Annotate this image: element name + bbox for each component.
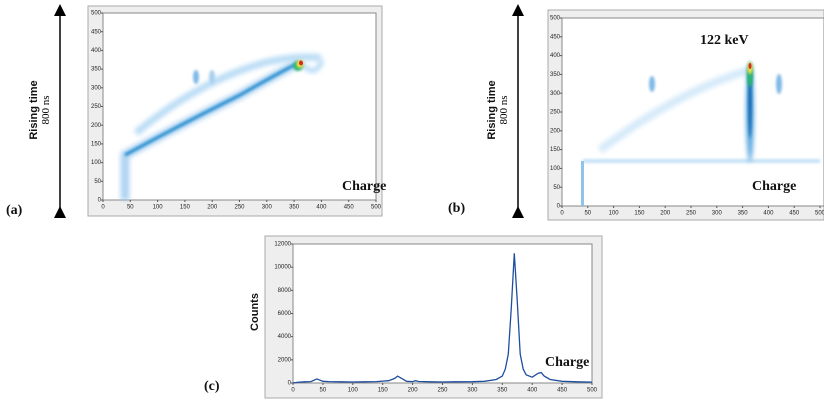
annotation: Charge [545,355,589,370]
x-tick-label: 450 [557,388,568,394]
y-tick-label: 200 [550,128,561,134]
y-tick-label: 350 [550,72,561,78]
x-tick-label: 250 [234,205,245,211]
x-tick-label: 300 [467,388,478,394]
x-tick-label: 300 [712,211,723,217]
y-tick-label: 8000 [278,288,292,294]
x-tick-label: 350 [289,205,300,211]
y-tick-label: 12000 [274,242,291,248]
y-tick-label: 2000 [278,357,292,363]
x-tick-label: 500 [587,388,598,394]
panel-label: (b) [448,201,465,216]
peak-label: 122 keV [700,33,749,48]
plot-area [102,12,377,201]
x-tick-label: 500 [815,211,824,217]
x-tick-label: 250 [437,388,448,394]
annotation: Charge [752,179,796,194]
y-tick-label: 350 [91,67,102,73]
y-tick-label: 100 [550,166,561,172]
x-tick-label: 0 [560,211,564,217]
x-tick-label: 0 [101,205,105,211]
density-pattern [120,53,325,200]
y-tick-label: 6000 [278,311,292,317]
y-tick-label: 4000 [278,334,292,340]
x-tick-label: 200 [207,205,218,211]
y-label: Rising time [486,80,498,139]
y-sublabel: 800 ns [40,95,52,124]
y-sublabel: 800 ns [498,95,510,124]
x-tick-label: 200 [408,388,419,394]
y-tick-label: 0 [288,381,292,387]
x-tick-label: 300 [262,205,273,211]
y-tick-label: 50 [553,185,560,191]
y-tick-label: 250 [91,104,102,110]
y-tick-label: 150 [91,141,102,147]
y-tick-label: 450 [91,29,102,35]
y-tick-label: 300 [550,91,561,97]
x-tick-label: 400 [316,205,327,211]
x-tick-label: 100 [153,205,164,211]
x-tick-label: 350 [738,211,749,217]
y-tick-label: 500 [550,16,561,22]
y-tick-label: 200 [91,123,102,129]
x-tick-label: 400 [527,388,538,394]
x-tick-label: 150 [180,205,191,211]
panel-label: (a) [6,203,23,218]
annotation: Charge [342,179,386,194]
y-tick-label: 400 [550,53,561,59]
spectrum-line [292,253,593,384]
x-tick-label: 250 [686,211,697,217]
y-tick-label: 100 [91,160,102,166]
panel-label: (c) [204,379,220,394]
x-tick-label: 50 [584,211,591,217]
y-tick-label: 0 [98,198,102,204]
y-tick-label: 10000 [274,265,291,271]
x-tick-label: 400 [763,211,774,217]
x-tick-label: 0 [291,388,295,394]
y-tick-label: 50 [94,179,101,185]
y-label: Counts [249,293,261,331]
x-tick-label: 350 [497,388,508,394]
x-tick-label: 450 [789,211,800,217]
x-tick-label: 150 [634,211,645,217]
plot-area [292,243,593,384]
x-tick-label: 100 [348,388,359,394]
y-tick-label: 500 [91,11,102,17]
y-tick-label: 250 [550,110,561,116]
y-tick-label: 150 [550,147,561,153]
y-tick-label: 0 [557,204,561,210]
y-tick-label: 450 [550,34,561,40]
y-label: Rising time [28,80,40,139]
x-tick-label: 200 [660,211,671,217]
x-tick-label: 500 [371,205,382,211]
x-tick-label: 50 [320,388,327,394]
x-tick-label: 450 [344,205,355,211]
y-tick-label: 400 [91,48,102,54]
y-tick-label: 300 [91,85,102,91]
x-tick-label: 50 [127,205,134,211]
plot-area [561,17,824,207]
x-tick-label: 150 [378,388,389,394]
x-tick-label: 100 [609,211,620,217]
density-pattern [581,62,820,206]
